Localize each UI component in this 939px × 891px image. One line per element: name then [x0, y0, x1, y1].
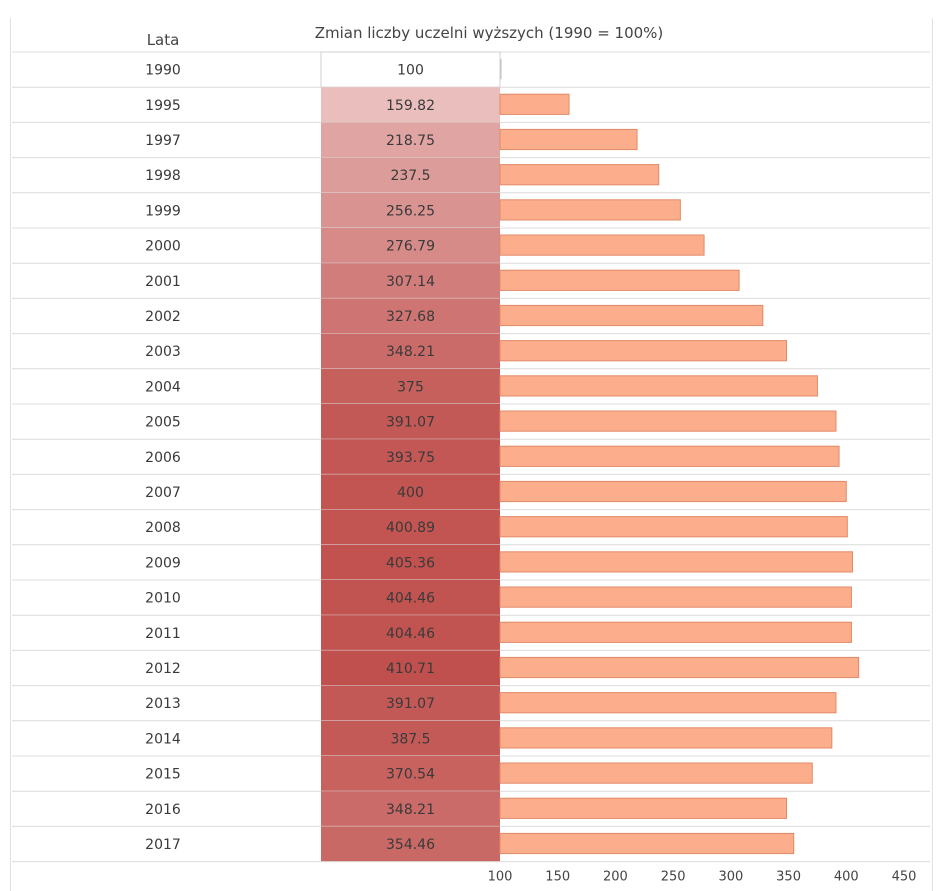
- x-tick-label: 200: [603, 870, 628, 885]
- year-label: 1995: [145, 98, 181, 114]
- x-tick-label: 300: [718, 870, 743, 885]
- year-label: 2006: [145, 450, 181, 466]
- year-label: 2014: [145, 731, 181, 747]
- year-label: 1990: [145, 63, 181, 79]
- bar: [500, 446, 839, 466]
- value-label: 348.21: [386, 802, 435, 818]
- bar: [500, 270, 739, 290]
- x-tick-label: 400: [834, 870, 859, 885]
- value-label: 391.07: [386, 696, 435, 712]
- value-label: 348.21: [386, 344, 435, 360]
- value-label: 405.36: [386, 555, 435, 571]
- year-label: 2016: [145, 802, 181, 818]
- chart-svg: Lata Zmian liczby uczelni wyższych (1990…: [11, 18, 932, 891]
- year-label: 2008: [145, 520, 181, 536]
- bar: [500, 728, 832, 748]
- year-label: 2004: [145, 379, 181, 395]
- bar: [500, 235, 704, 255]
- x-tick-label: 250: [661, 870, 686, 885]
- chart-frame: Lata Zmian liczby uczelni wyższych (1990…: [10, 18, 933, 891]
- value-label: 370.54: [386, 767, 435, 783]
- year-label: 2012: [145, 661, 181, 677]
- value-label: 327.68: [386, 309, 435, 325]
- bar: [500, 341, 787, 361]
- bar: [500, 376, 817, 396]
- bar: [500, 798, 787, 818]
- year-label: 2000: [145, 239, 181, 255]
- bar: [500, 587, 851, 607]
- value-label: 100: [397, 63, 424, 79]
- bar: [500, 411, 836, 431]
- bar: [500, 305, 763, 325]
- value-label: 404.46: [386, 591, 435, 607]
- year-label: 1997: [145, 133, 181, 149]
- value-label: 391.07: [386, 415, 435, 431]
- year-label: 2007: [145, 485, 181, 501]
- x-axis: 100 150 200 250 300 350 400 450: [488, 870, 917, 885]
- x-tick-label: 100: [488, 870, 513, 885]
- year-label: 2015: [145, 767, 181, 783]
- value-label: 218.75: [386, 133, 435, 149]
- bar: [500, 657, 859, 677]
- bar: [500, 552, 852, 572]
- value-label: 393.75: [386, 450, 435, 466]
- value-label: 400: [397, 485, 424, 501]
- value-label: 410.71: [386, 661, 435, 677]
- bar: [500, 517, 847, 537]
- year-label: 2003: [145, 344, 181, 360]
- year-label: 2011: [145, 626, 181, 642]
- bar: [500, 94, 569, 114]
- bar: [500, 200, 680, 220]
- value-label: 276.79: [386, 239, 435, 255]
- year-label: 2005: [145, 415, 181, 431]
- value-label: 307.14: [386, 274, 435, 290]
- value-label: 159.82: [386, 98, 435, 114]
- year-column-header: Lata: [147, 31, 180, 49]
- value-label: 354.46: [386, 837, 435, 853]
- value-column-header: Zmian liczby uczelni wyższych (1990 = 10…: [315, 24, 664, 42]
- x-tick-label: 150: [545, 870, 570, 885]
- value-label: 404.46: [386, 626, 435, 642]
- bar: [500, 481, 846, 501]
- value-label: 256.25: [386, 203, 435, 219]
- year-label: 2009: [145, 555, 181, 571]
- value-label: 375: [397, 379, 424, 395]
- table-rows: 1990 100 1995 159.82 1997 218.75 1998 237.5 1999…: [12, 52, 930, 862]
- bar: [500, 693, 836, 713]
- bar: [500, 833, 794, 853]
- bar: [500, 622, 851, 642]
- year-label: 2017: [145, 837, 181, 853]
- year-label: 2010: [145, 591, 181, 607]
- x-tick-label: 450: [892, 870, 917, 885]
- year-label: 1998: [145, 168, 181, 184]
- bar: [500, 165, 659, 185]
- bar: [500, 129, 637, 149]
- bar: [500, 763, 812, 783]
- value-label: 237.5: [390, 168, 430, 184]
- year-label: 1999: [145, 203, 181, 219]
- value-label: 387.5: [390, 731, 430, 747]
- year-label: 2013: [145, 696, 181, 712]
- year-label: 2002: [145, 309, 181, 325]
- value-label: 400.89: [386, 520, 435, 536]
- x-tick-label: 350: [776, 870, 801, 885]
- year-label: 2001: [145, 274, 181, 290]
